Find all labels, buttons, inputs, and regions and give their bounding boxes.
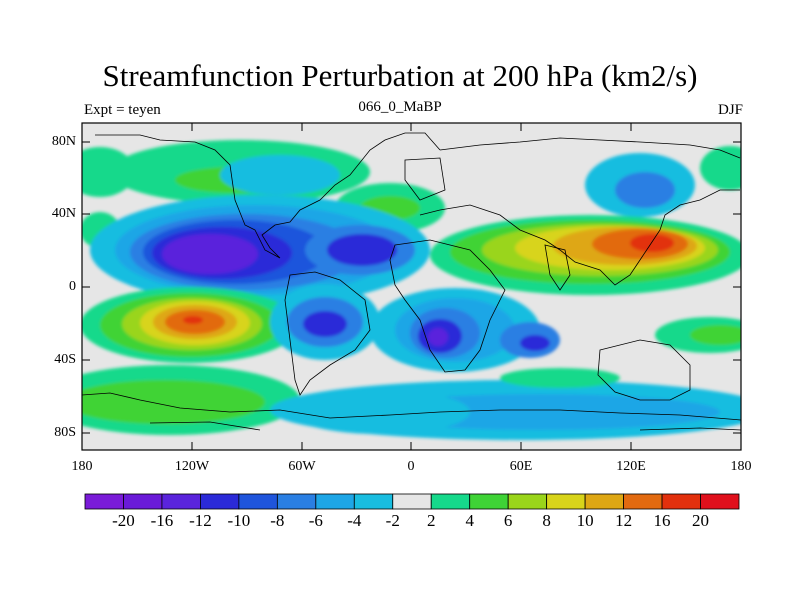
colorbar-label: 6 [503,511,513,530]
colorbar-swatch [430,493,471,510]
lon-label-180w: 180 [71,459,93,474]
season-label: DJF [717,102,743,118]
lat-label-0: 0 [69,279,76,294]
colorbar-swatch [392,493,432,510]
coastlines [82,132,741,431]
colorbar-swatch [700,493,740,510]
colorbar-swatch [161,493,201,510]
lon-label-60w: 60W [288,459,316,474]
colorbar-label: 2 [426,511,436,530]
lat-label-40s: 40S [54,352,76,367]
colorbar-label: -2 [385,511,400,530]
colorbar-label: 20 [692,511,710,530]
lat-label-40n: 40N [51,206,76,221]
lon-label-0: 0 [407,459,415,474]
colorbar-swatch [84,493,124,510]
lon-label-120e: 120E [616,459,646,474]
colorbar-swatch [200,493,240,510]
colorbar-label: -4 [347,511,362,530]
colorbar-label: 8 [542,511,551,530]
lon-label-180e: 180 [730,459,752,474]
contour-fills [82,140,741,440]
experiment-label: Expt = teyen [84,102,161,118]
colorbar-label: -6 [308,511,323,530]
case-label: 066_0_MaBP [358,99,442,115]
colorbar-label: -10 [227,511,251,530]
colorbar-swatch [315,493,355,510]
colorbar-label: -12 [189,511,212,530]
colorbar-label: 4 [465,511,474,530]
colorbar-swatch [546,493,586,510]
page-title: Streamfunction Perturbation at 200 hPa (… [102,58,698,93]
colorbar-label: 16 [653,511,671,530]
colorbar-label: -16 [150,511,174,530]
colorbar-swatch [123,493,163,510]
lon-label-120w: 120W [174,459,210,474]
lat-label-80n: 80N [51,134,76,149]
axis-ticks [81,123,742,450]
colorbar-label: -20 [112,511,135,530]
colorbar-swatch [276,493,317,510]
colorbar-swatch [584,493,624,510]
colorbar-swatch [623,493,663,510]
colorbar [84,493,740,510]
colorbar-swatch [238,493,278,510]
colorbar-swatch [353,493,394,510]
colorbar-swatch [469,493,509,510]
lon-label-60e: 60E [509,459,533,474]
colorbar-label: 10 [576,511,594,530]
colorbar-swatch [507,493,548,510]
colorbar-label: 12 [615,511,633,530]
colorbar-swatch [661,493,701,510]
lat-label-80s: 80S [54,425,76,440]
colorbar-label: -8 [270,511,285,530]
